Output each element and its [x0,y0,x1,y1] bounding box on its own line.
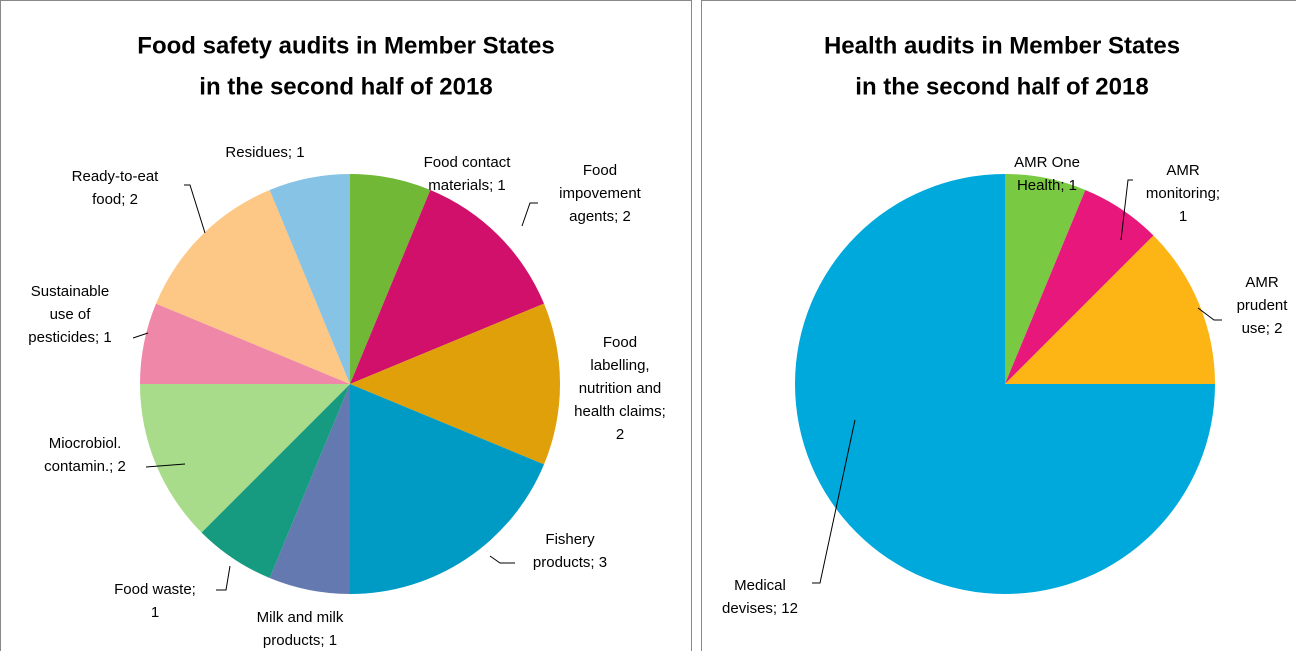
data-label: monitoring; [1146,185,1220,202]
leader-line [521,202,538,227]
data-label: products; 1 [263,632,337,649]
data-label: Sustainable [31,283,109,300]
data-label: products; 3 [533,554,607,571]
data-label: use of [50,306,92,323]
pie-slice [1005,235,1215,384]
pie-slice [350,384,545,594]
chart-title: Food safety audits in Member States [137,32,554,59]
data-label: impovement [559,185,642,202]
data-label: Medical [734,577,786,594]
data-label: AMR [1166,162,1200,179]
leader-line [812,419,856,584]
data-label: food; 2 [92,191,138,208]
leader-line [1120,179,1133,241]
leader-line [1197,307,1222,321]
data-label: health claims; [574,403,666,420]
data-label: nutrition and [579,380,662,397]
data-label: Residues; 1 [225,144,304,161]
data-label: 1 [1179,208,1187,225]
pie-slice [140,303,350,384]
pie-slice [350,303,560,465]
data-label: 2 [616,426,624,443]
data-label: Food [603,334,637,351]
data-label: AMR [1245,274,1279,291]
pie-slice [269,174,350,384]
leader-line [184,184,206,234]
data-label: devises; 12 [722,600,798,617]
data-label: labelling, [590,357,649,374]
data-label: Ready-to-eat [72,168,160,185]
data-label: agents; 2 [569,208,631,225]
pie-slice [795,174,1215,594]
pie-slice [269,384,350,594]
pie-slice [1005,174,1086,384]
pie-slice [140,384,350,533]
data-label: prudent [1237,297,1289,314]
data-label: Miocrobiol. [49,435,122,452]
data-label: Fishery [545,531,595,548]
chart-title: Health audits in Member States [824,32,1180,59]
pie-slice [155,189,350,384]
data-label: use; 2 [1242,320,1283,337]
pie-slice [350,189,545,384]
data-label: Food waste; [114,581,196,598]
pie-slice [201,384,350,579]
leader-line [489,555,515,564]
data-label: Food contact [424,154,512,171]
data-label: contamin.; 2 [44,458,126,475]
data-label: AMR One [1014,154,1080,171]
data-label: Milk and milk [257,609,344,626]
pie-slice [1005,189,1154,384]
pie-slice [350,174,431,384]
data-label: materials; 1 [428,177,506,194]
data-label: 1 [151,604,159,621]
chart-title: in the second half of 2018 [199,73,492,100]
data-label: pesticides; 1 [28,329,111,346]
data-label: Food [583,162,617,179]
chart-title: in the second half of 2018 [855,73,1148,100]
leader-line [216,565,231,591]
leader-line [132,332,149,339]
leader-line [145,463,186,468]
data-label: Health; 1 [1017,177,1077,194]
